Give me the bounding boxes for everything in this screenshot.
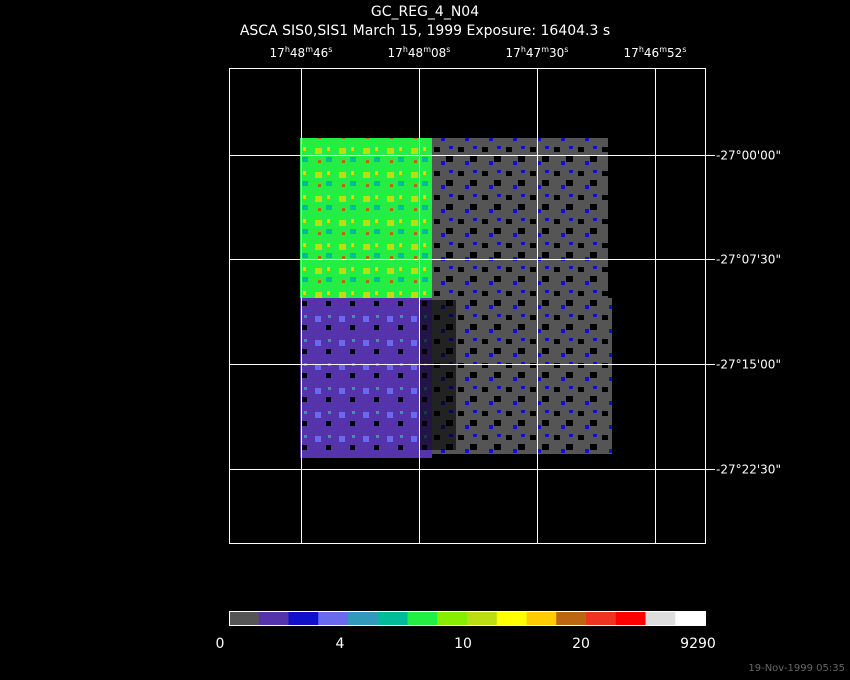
- colorbar: 0 4 10 20 9290: [216, 611, 716, 652]
- colorbar-label: 10: [454, 636, 472, 652]
- timestamp: 19-Nov-1999 05:35: [748, 663, 845, 674]
- ra-unit: h: [639, 45, 644, 54]
- image-region: [432, 138, 608, 298]
- colorbar-swatch: [407, 611, 438, 625]
- dec-label: -27°00'00": [716, 149, 781, 163]
- ra-unit: s: [682, 45, 686, 54]
- colorbar-swatch: [437, 611, 468, 625]
- ra-label: 17h46m52s: [624, 45, 687, 60]
- ra-value: 48: [290, 46, 305, 60]
- colorbar-swatch: [556, 611, 587, 625]
- plot-frame: [229, 68, 706, 544]
- ra-unit: s: [564, 45, 568, 54]
- colorbar-swatch: [526, 611, 557, 625]
- image-region: [432, 298, 612, 454]
- image-region: [300, 298, 432, 458]
- dec-label: -27°07'30": [716, 253, 781, 267]
- ra-value: 17: [506, 46, 521, 60]
- title: GC_REG_4_N04: [371, 4, 479, 20]
- ra-unit: h: [285, 45, 290, 54]
- ra-value: 17: [624, 46, 639, 60]
- ra-unit: m: [541, 45, 549, 54]
- ra-value: 17: [270, 46, 285, 60]
- ra-unit: m: [423, 45, 431, 54]
- colorbar-swatch: [288, 611, 319, 625]
- colorbar-swatch: [229, 611, 260, 625]
- ra-unit: s: [328, 45, 332, 54]
- colorbar-label: 9290: [680, 636, 716, 652]
- ra-unit: s: [446, 45, 450, 54]
- ra-value: 47: [526, 46, 541, 60]
- dec-label: -27°15'00": [716, 358, 781, 372]
- ra-value: 46: [313, 46, 328, 60]
- ra-value: 52: [667, 46, 682, 60]
- ra-label: 17h47m30s: [506, 45, 569, 60]
- dec-label: -27°22'30": [716, 463, 781, 477]
- ra-label: 17h48m46s: [270, 45, 333, 60]
- colorbar-swatch: [258, 611, 289, 625]
- colorbar-swatch: [496, 611, 527, 625]
- colorbar-label: 20: [572, 636, 590, 652]
- sky-image: [300, 138, 612, 458]
- colorbar-frame: [229, 611, 706, 626]
- colorbar-swatch: [377, 611, 408, 625]
- colorbar-label: 0: [216, 636, 225, 652]
- ra-value: 30: [549, 46, 564, 60]
- ra-unit: m: [659, 45, 667, 54]
- coordinate-grid: 17h48m46s 17h48m08s 17h47m30s 17h46m52s-27°…: [229, 45, 781, 543]
- ra-value: 08: [431, 46, 446, 60]
- colorbar-swatch: [467, 611, 498, 625]
- colorbar-label: 4: [336, 636, 345, 652]
- ra-value: 17: [388, 46, 403, 60]
- colorbar-swatch: [348, 611, 379, 625]
- image-region: [300, 138, 432, 298]
- ra-value: 48: [408, 46, 423, 60]
- colorbar-swatch: [615, 611, 646, 625]
- colorbar-swatch: [645, 611, 676, 625]
- colorbar-swatch: [675, 611, 706, 625]
- image-region: [420, 300, 456, 450]
- ra-label: 17h48m08s: [388, 45, 451, 60]
- ra-unit: h: [403, 45, 408, 54]
- ra-unit: m: [305, 45, 313, 54]
- colorbar-swatch: [586, 611, 617, 625]
- colorbar-swatch: [318, 611, 349, 625]
- ra-unit: h: [521, 45, 526, 54]
- subtitle: ASCA SIS0,SIS1 March 15, 1999 Exposure: …: [240, 23, 610, 39]
- ra-value: 46: [644, 46, 659, 60]
